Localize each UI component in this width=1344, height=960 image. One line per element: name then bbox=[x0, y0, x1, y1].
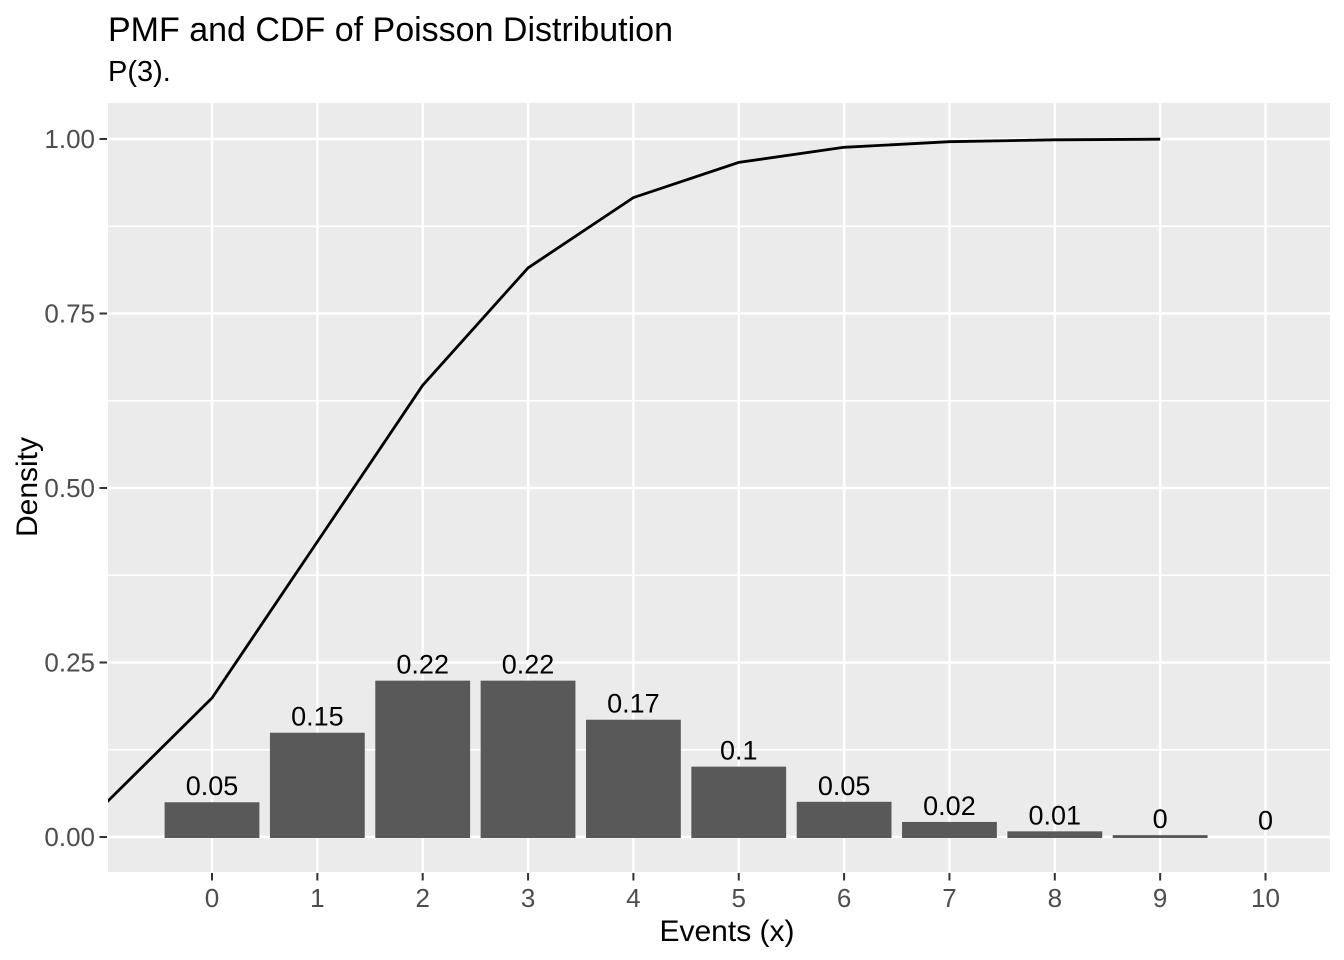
pmf-bar bbox=[796, 801, 892, 838]
bar-value-label: 0 bbox=[1153, 804, 1168, 834]
x-tick-label: 10 bbox=[1251, 883, 1280, 913]
pmf-bar bbox=[375, 680, 471, 838]
bar-value-label: 0.15 bbox=[291, 702, 344, 732]
bar-value-label: 0.05 bbox=[186, 771, 239, 801]
y-axis-title: Density bbox=[11, 436, 44, 538]
y-tick-label: 0.25 bbox=[44, 648, 95, 678]
x-tick-label: 6 bbox=[837, 883, 851, 913]
pmf-bar bbox=[585, 719, 681, 838]
chart-title: PMF and CDF of Poisson Distribution bbox=[108, 11, 673, 49]
bar-value-label: 0.01 bbox=[1029, 800, 1082, 830]
pmf-bar bbox=[1112, 835, 1208, 838]
chart-subtitle: P(3). bbox=[108, 56, 171, 88]
bar-value-label: 0.1 bbox=[720, 736, 758, 766]
x-tick-label: 0 bbox=[205, 883, 219, 913]
bar-value-label: 0 bbox=[1258, 805, 1273, 835]
x-axis-title: Events (x) bbox=[659, 915, 795, 948]
bar-value-label: 0.02 bbox=[923, 791, 976, 821]
x-tick-label: 2 bbox=[415, 883, 429, 913]
bar-value-label: 0.22 bbox=[502, 650, 555, 680]
x-tick-label: 9 bbox=[1153, 883, 1167, 913]
x-tick-label: 7 bbox=[942, 883, 956, 913]
bar-value-label: 0.17 bbox=[607, 689, 660, 719]
x-tick-label: 3 bbox=[521, 883, 535, 913]
y-tick-label: 1.00 bbox=[44, 124, 95, 154]
x-tick-label: 5 bbox=[732, 883, 746, 913]
bar-value-label: 0.05 bbox=[818, 771, 871, 801]
x-tick-label: 1 bbox=[310, 883, 324, 913]
x-tick-label: 8 bbox=[1048, 883, 1062, 913]
pmf-bar bbox=[164, 802, 260, 838]
pmf-bar bbox=[269, 732, 365, 838]
x-tick-label: 4 bbox=[626, 883, 640, 913]
y-tick-label: 0.50 bbox=[44, 473, 95, 503]
pmf-bar bbox=[1007, 831, 1103, 838]
cdf-line bbox=[108, 137, 1161, 803]
pmf-bar bbox=[902, 821, 997, 838]
pmf-bar bbox=[480, 680, 576, 838]
y-tick-label: 0.75 bbox=[44, 299, 95, 329]
bar-value-label: 0.22 bbox=[396, 650, 449, 680]
pmf-bar bbox=[691, 766, 787, 838]
y-tick-label: 0.00 bbox=[44, 822, 95, 852]
